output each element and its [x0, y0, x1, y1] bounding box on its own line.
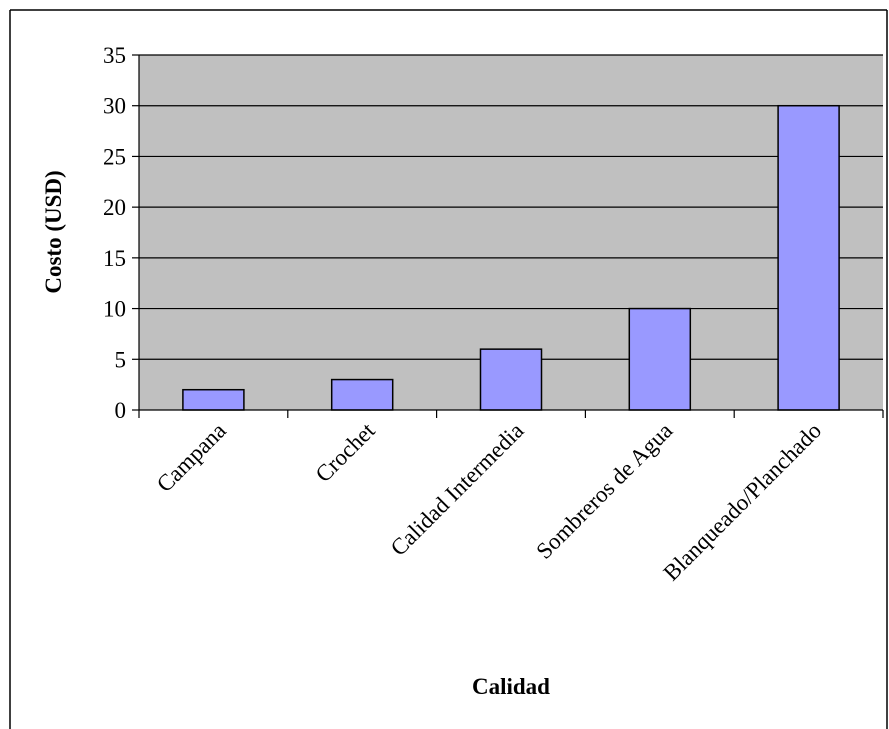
- y-tick-label: 10: [103, 297, 126, 322]
- bar: [182, 388, 245, 411]
- y-axis-title: Costo (USD): [41, 170, 66, 293]
- bar: [628, 307, 692, 411]
- y-tick-label: 35: [103, 43, 126, 68]
- x-tick-label: Calidad Intermedia: [386, 418, 529, 561]
- y-tick-label: 25: [103, 144, 126, 169]
- x-ticks: [138, 410, 884, 418]
- x-tick-label: Blanqueado/Planchado: [659, 418, 827, 586]
- x-labels: Campana Crochet Calidad Intermedia Sombrero…: [152, 417, 826, 585]
- bar: [330, 378, 394, 411]
- y-tick-label: 15: [103, 246, 126, 271]
- y-ticks: 0 5 10 15 20 25 30 35: [103, 43, 139, 423]
- x-axis-title: Calidad: [472, 674, 550, 699]
- x-tick-label: Sombreros de Agua: [531, 418, 677, 564]
- bars: [182, 104, 840, 411]
- bar: [777, 104, 840, 411]
- y-tick-label: 5: [115, 347, 127, 372]
- x-tick-label: Campana: [152, 418, 231, 497]
- y-tick-label: 20: [103, 195, 126, 220]
- y-tick-label: 30: [103, 94, 126, 119]
- bar: [479, 348, 543, 411]
- y-tick-label: 0: [115, 398, 127, 423]
- x-tick-label: Crochet: [311, 417, 381, 487]
- gridlines: [139, 54, 883, 360]
